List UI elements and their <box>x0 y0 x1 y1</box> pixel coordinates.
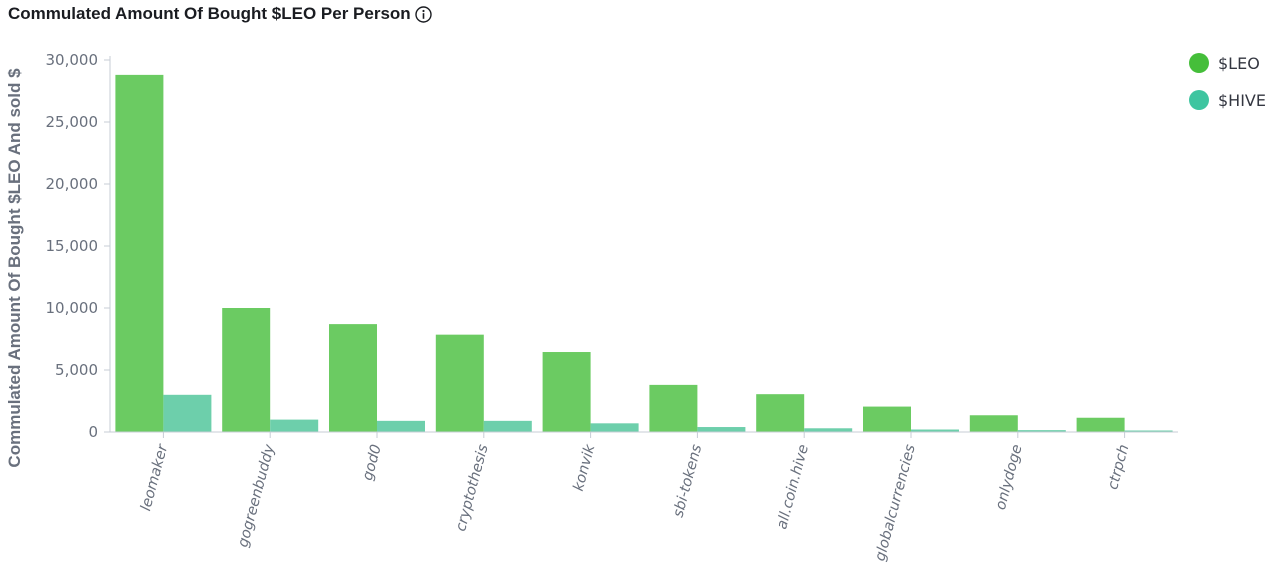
bar-hive-leomaker <box>163 394 212 432</box>
y-tick-label: 10,000 <box>46 299 99 317</box>
x-tick-label: leomaker <box>138 442 171 513</box>
bar-leo-gogreenbuddy <box>222 308 271 432</box>
bar-hive-sbi-tokens <box>697 427 746 432</box>
x-tick-label: sbi-tokens <box>670 442 705 519</box>
bar-leo-leomaker <box>115 74 164 432</box>
legend-label-leo[interactable]: $LEO <box>1218 54 1260 73</box>
chart-title: Commulated Amount Of Bought $LEO Per Per… <box>8 4 411 23</box>
y-axis-title: Commulated Amount Of Bought $LEO And sol… <box>5 68 24 468</box>
legend-swatch-leo <box>1189 53 1209 73</box>
bar-hive-onlydoge <box>1017 430 1066 432</box>
bar-leo-sbi-tokens <box>649 384 698 432</box>
x-tick-label: all.coin.hive <box>774 443 812 531</box>
x-tick-label: onlydoge <box>993 443 1026 512</box>
x-tick-label: god0 <box>360 443 385 482</box>
y-tick-label: 0 <box>88 423 98 441</box>
x-tick-label: cryptothesis <box>453 442 492 533</box>
bar-hive-god0 <box>377 420 425 432</box>
bar-hive-all-coin-hive <box>804 428 853 432</box>
bar-hive-gogreenbuddy <box>270 419 319 432</box>
info-circle-icon[interactable] <box>414 5 432 23</box>
bar-hive-konvik <box>590 423 639 432</box>
x-tick-label: globalcurrencies <box>872 442 919 562</box>
y-tick-label: 20,000 <box>46 175 99 193</box>
legend-label-hive[interactable]: $HIVE <box>1218 91 1266 110</box>
y-tick-label: 5,000 <box>55 361 98 379</box>
y-tick-label: 30,000 <box>46 51 99 69</box>
bar-leo-ctrpch <box>1076 417 1125 432</box>
bar-leo-onlydoge <box>969 415 1018 432</box>
bar-hive-cryptothesis <box>483 420 532 432</box>
bar-hive-ctrpch <box>1124 430 1173 432</box>
bar-leo-konvik <box>542 352 591 432</box>
chart-title-row: Commulated Amount Of Bought $LEO Per Per… <box>8 3 432 25</box>
bar-leo-god0 <box>329 324 377 432</box>
y-tick-label: 25,000 <box>46 113 99 131</box>
bar-hive-globalcurrencies <box>911 429 959 432</box>
legend-swatch-hive <box>1189 90 1209 110</box>
bar-leo-globalcurrencies <box>863 406 911 432</box>
bar-leo-cryptothesis <box>435 334 484 432</box>
x-tick-label: ctrpch <box>1105 443 1132 492</box>
x-tick-label: konvik <box>571 442 599 493</box>
bar-leo-all-coin-hive <box>756 394 805 432</box>
x-tick-label: gogreenbuddy <box>235 442 278 549</box>
y-tick-label: 15,000 <box>46 237 99 255</box>
